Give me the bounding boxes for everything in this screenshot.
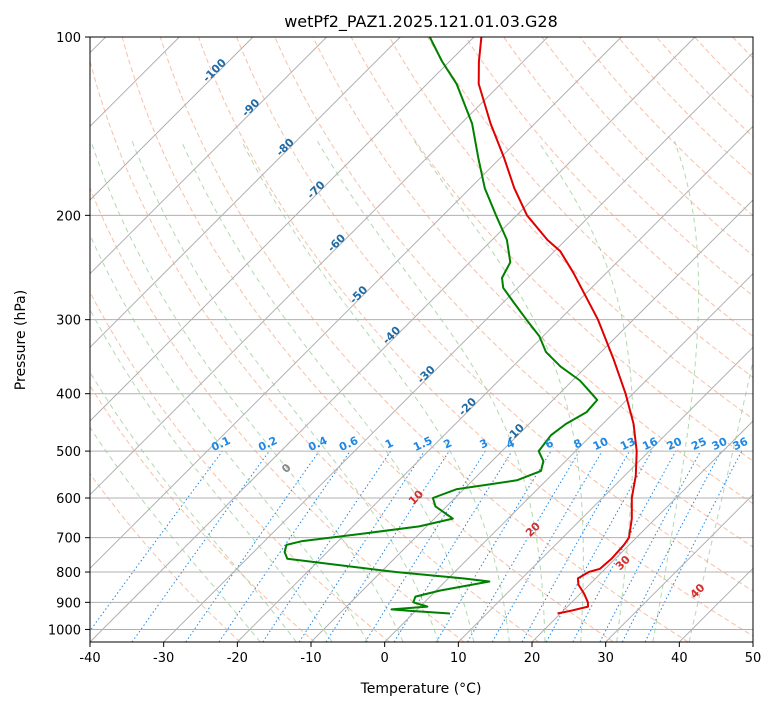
x-tick-label: 20 [524,651,541,666]
x-tick-label: -10 [300,651,321,666]
x-tick-label: 50 [745,651,762,666]
y-tick-label: 100 [56,31,81,46]
x-tick-label: 10 [450,651,467,666]
y-tick-label: 600 [56,492,81,507]
y-tick-label: 500 [56,445,81,460]
y-tick-label: 1000 [48,623,81,638]
y-tick-label: 300 [56,314,81,329]
y-tick-label: 800 [56,566,81,581]
y-tick-label: 700 [56,532,81,547]
y-axis-label: Pressure (hPa) [13,290,29,390]
x-tick-label: 30 [597,651,614,666]
chart-title: wetPf2_PAZ1.2025.121.01.03.G28 [284,12,558,32]
x-tick-label: 40 [671,651,688,666]
y-tick-label: 400 [56,388,81,403]
x-axis-label: Temperature (°C) [360,681,482,697]
x-tick-label: -30 [153,651,174,666]
x-tick-label: -40 [79,651,100,666]
y-tick-label: 200 [56,209,81,224]
x-tick-label: 0 [381,651,389,666]
x-tick-label: -20 [227,651,248,666]
y-tick-label: 900 [56,596,81,611]
